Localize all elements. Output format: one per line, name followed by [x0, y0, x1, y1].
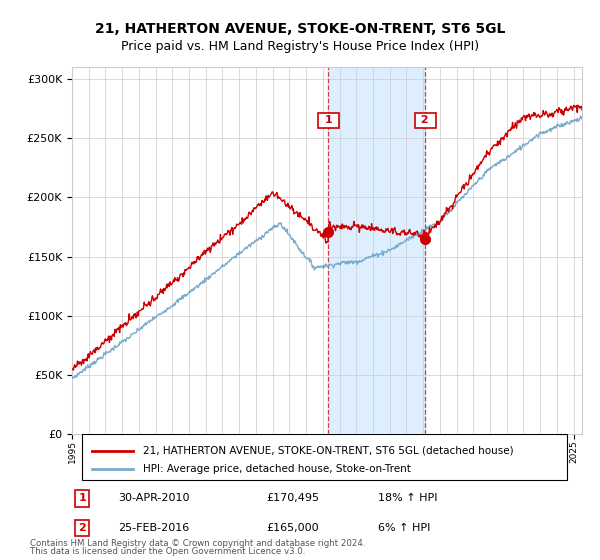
Text: 2: 2	[79, 523, 86, 533]
Text: 25-FEB-2016: 25-FEB-2016	[118, 523, 189, 533]
Text: 21, HATHERTON AVENUE, STOKE-ON-TRENT, ST6 5GL (detached house): 21, HATHERTON AVENUE, STOKE-ON-TRENT, ST…	[143, 446, 514, 456]
Text: HPI: Average price, detached house, Stoke-on-Trent: HPI: Average price, detached house, Stok…	[143, 464, 411, 474]
Text: 2: 2	[418, 115, 433, 125]
Text: Contains HM Land Registry data © Crown copyright and database right 2024.: Contains HM Land Registry data © Crown c…	[30, 539, 365, 548]
FancyBboxPatch shape	[82, 434, 567, 480]
Text: This data is licensed under the Open Government Licence v3.0.: This data is licensed under the Open Gov…	[30, 547, 305, 556]
Text: 6% ↑ HPI: 6% ↑ HPI	[378, 523, 430, 533]
Text: 21, HATHERTON AVENUE, STOKE-ON-TRENT, ST6 5GL: 21, HATHERTON AVENUE, STOKE-ON-TRENT, ST…	[95, 22, 505, 36]
Text: 18% ↑ HPI: 18% ↑ HPI	[378, 493, 437, 503]
Text: 1: 1	[320, 115, 336, 125]
Text: Price paid vs. HM Land Registry's House Price Index (HPI): Price paid vs. HM Land Registry's House …	[121, 40, 479, 53]
Text: £165,000: £165,000	[266, 523, 319, 533]
Bar	[328, 67, 425, 434]
Text: 1: 1	[79, 493, 86, 503]
Text: 30-APR-2010: 30-APR-2010	[118, 493, 190, 503]
Text: £170,495: £170,495	[266, 493, 319, 503]
